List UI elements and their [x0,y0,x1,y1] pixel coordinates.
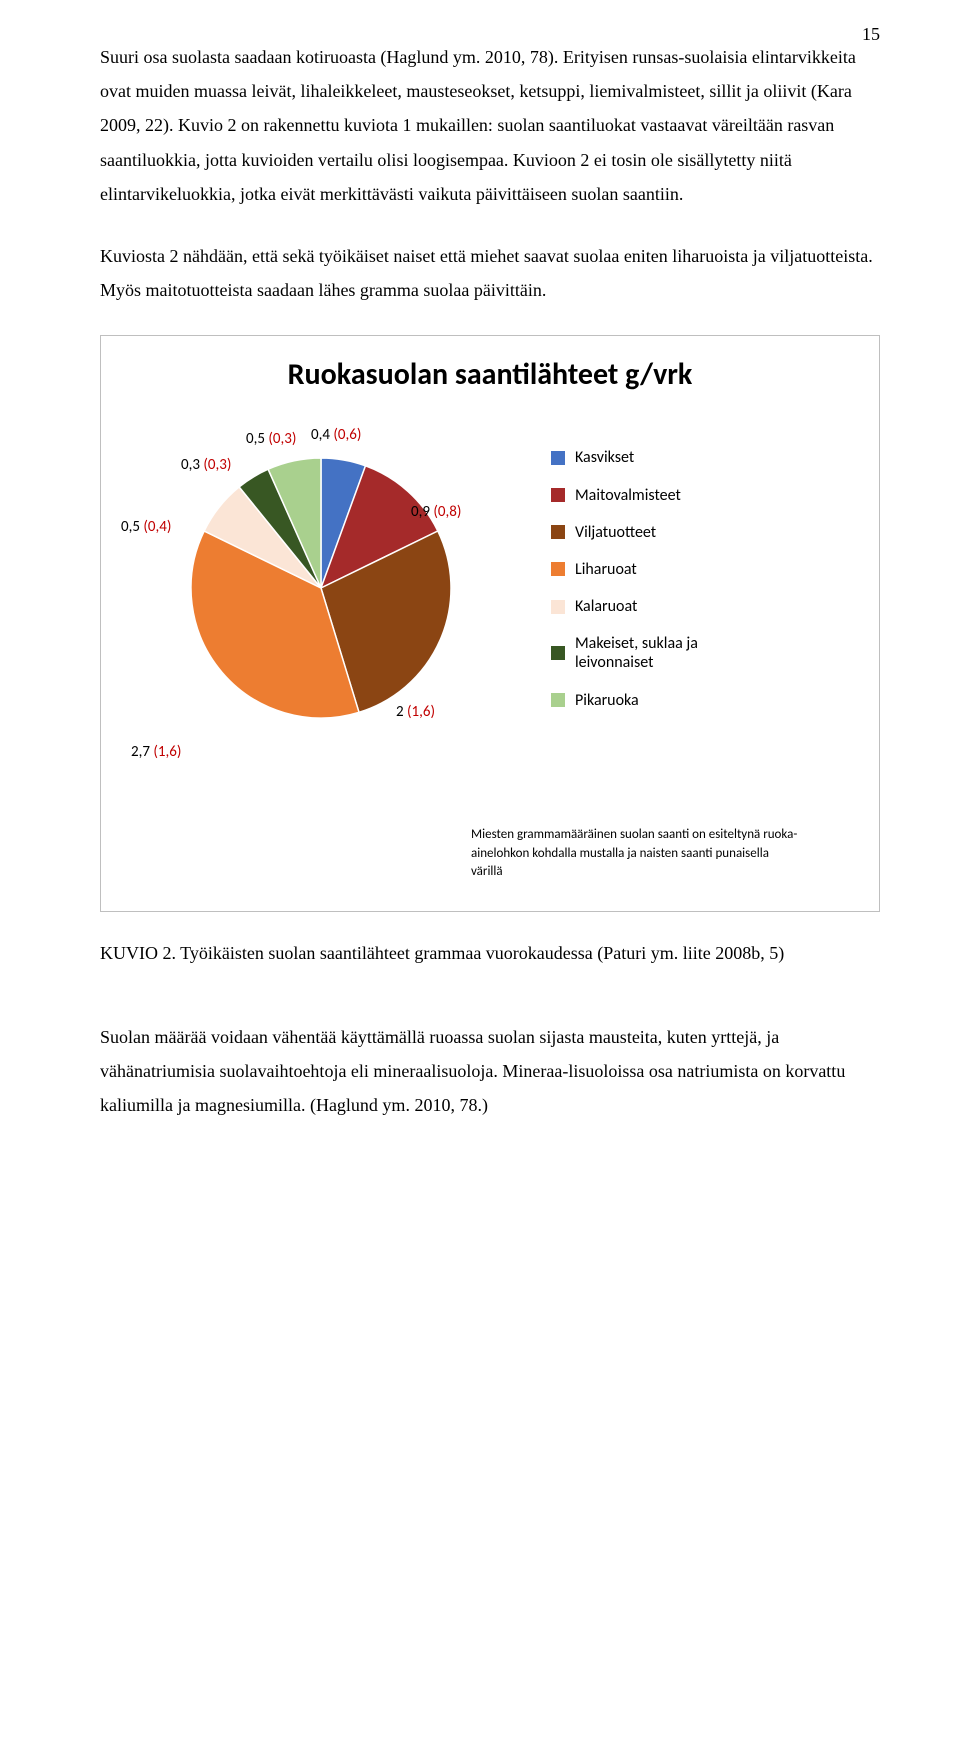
legend-item: Pikaruoka [551,691,755,710]
label-women-value: (0,3) [268,430,296,448]
label-men-value: 0,5 [121,518,143,536]
pie-slice-label: 0,5 (0,3) [246,430,296,448]
chart-title: Ruokasuolan saantilähteet g/vrk [121,356,859,393]
legend-label: Maitovalmisteet [575,486,681,505]
legend-item: Liharuoat [551,560,755,579]
legend-label: Viljatuotteet [575,523,656,542]
legend-swatch [551,600,565,614]
label-men-value: 2,7 [131,743,153,761]
chart-footnote: Miesten grammamääräinen suolan saanti on… [471,826,801,881]
legend-item: Viljatuotteet [551,523,755,542]
label-women-value: (0,6) [333,426,361,444]
label-men-value: 0,3 [181,456,203,474]
label-women-value: (1,6) [153,743,181,761]
legend-swatch [551,562,565,576]
pie-svg [181,448,461,728]
legend-swatch [551,451,565,465]
pie-chart-box: Ruokasuolan saantilähteet g/vrk 0,4 (0,6… [100,335,880,912]
paragraph-3: Suolan määrää voidaan vähentää käyttämäl… [100,1020,880,1123]
pie-slice-label: 2,7 (1,6) [131,743,181,761]
legend-label: Liharuoat [575,560,637,579]
pie-chart: 0,4 (0,6)0,9 (0,8)2 (1,6)2,7 (1,6)0,5 (0… [121,408,521,808]
pie-slice-label: 0,5 (0,4) [121,518,171,536]
page-number: 15 [862,24,880,45]
label-women-value: (1,6) [407,703,435,721]
label-men-value: 2 [396,703,407,721]
legend-item: Kalaruoat [551,597,755,616]
legend-swatch [551,488,565,502]
pie-slice-label: 0,9 (0,8) [411,503,461,521]
legend-label: Makeiset, suklaa ja leivonnaiset [575,634,755,672]
legend-item: Kasvikset [551,448,755,467]
label-women-value: (0,3) [203,456,231,474]
pie-slice-label: 0,4 (0,6) [311,426,361,444]
label-men-value: 0,4 [311,426,333,444]
label-men-value: 0,9 [411,503,433,521]
legend-swatch [551,693,565,707]
pie-slice-label: 0,3 (0,3) [181,456,231,474]
label-men-value: 0,5 [246,430,268,448]
legend-swatch [551,646,565,660]
legend: Kasvikset Maitovalmisteet Viljatuotteet Lih… [551,448,755,710]
figure-caption: KUVIO 2. Työikäisten suolan saantilähtee… [100,936,880,970]
legend-label: Kasvikset [575,448,634,467]
label-women-value: (0,8) [433,503,461,521]
label-women-value: (0,4) [143,518,171,536]
legend-label: Pikaruoka [575,691,639,710]
legend-item: Maitovalmisteet [551,486,755,505]
chart-body: 0,4 (0,6)0,9 (0,8)2 (1,6)2,7 (1,6)0,5 (0… [121,408,859,808]
pie-slice-label: 2 (1,6) [396,703,435,721]
legend-item: Makeiset, suklaa ja leivonnaiset [551,634,755,672]
paragraph-1: Suuri osa suolasta saadaan kotiruoasta (… [100,40,880,211]
legend-label: Kalaruoat [575,597,637,616]
legend-swatch [551,525,565,539]
paragraph-2: Kuviosta 2 nähdään, että sekä työikäiset… [100,239,880,307]
